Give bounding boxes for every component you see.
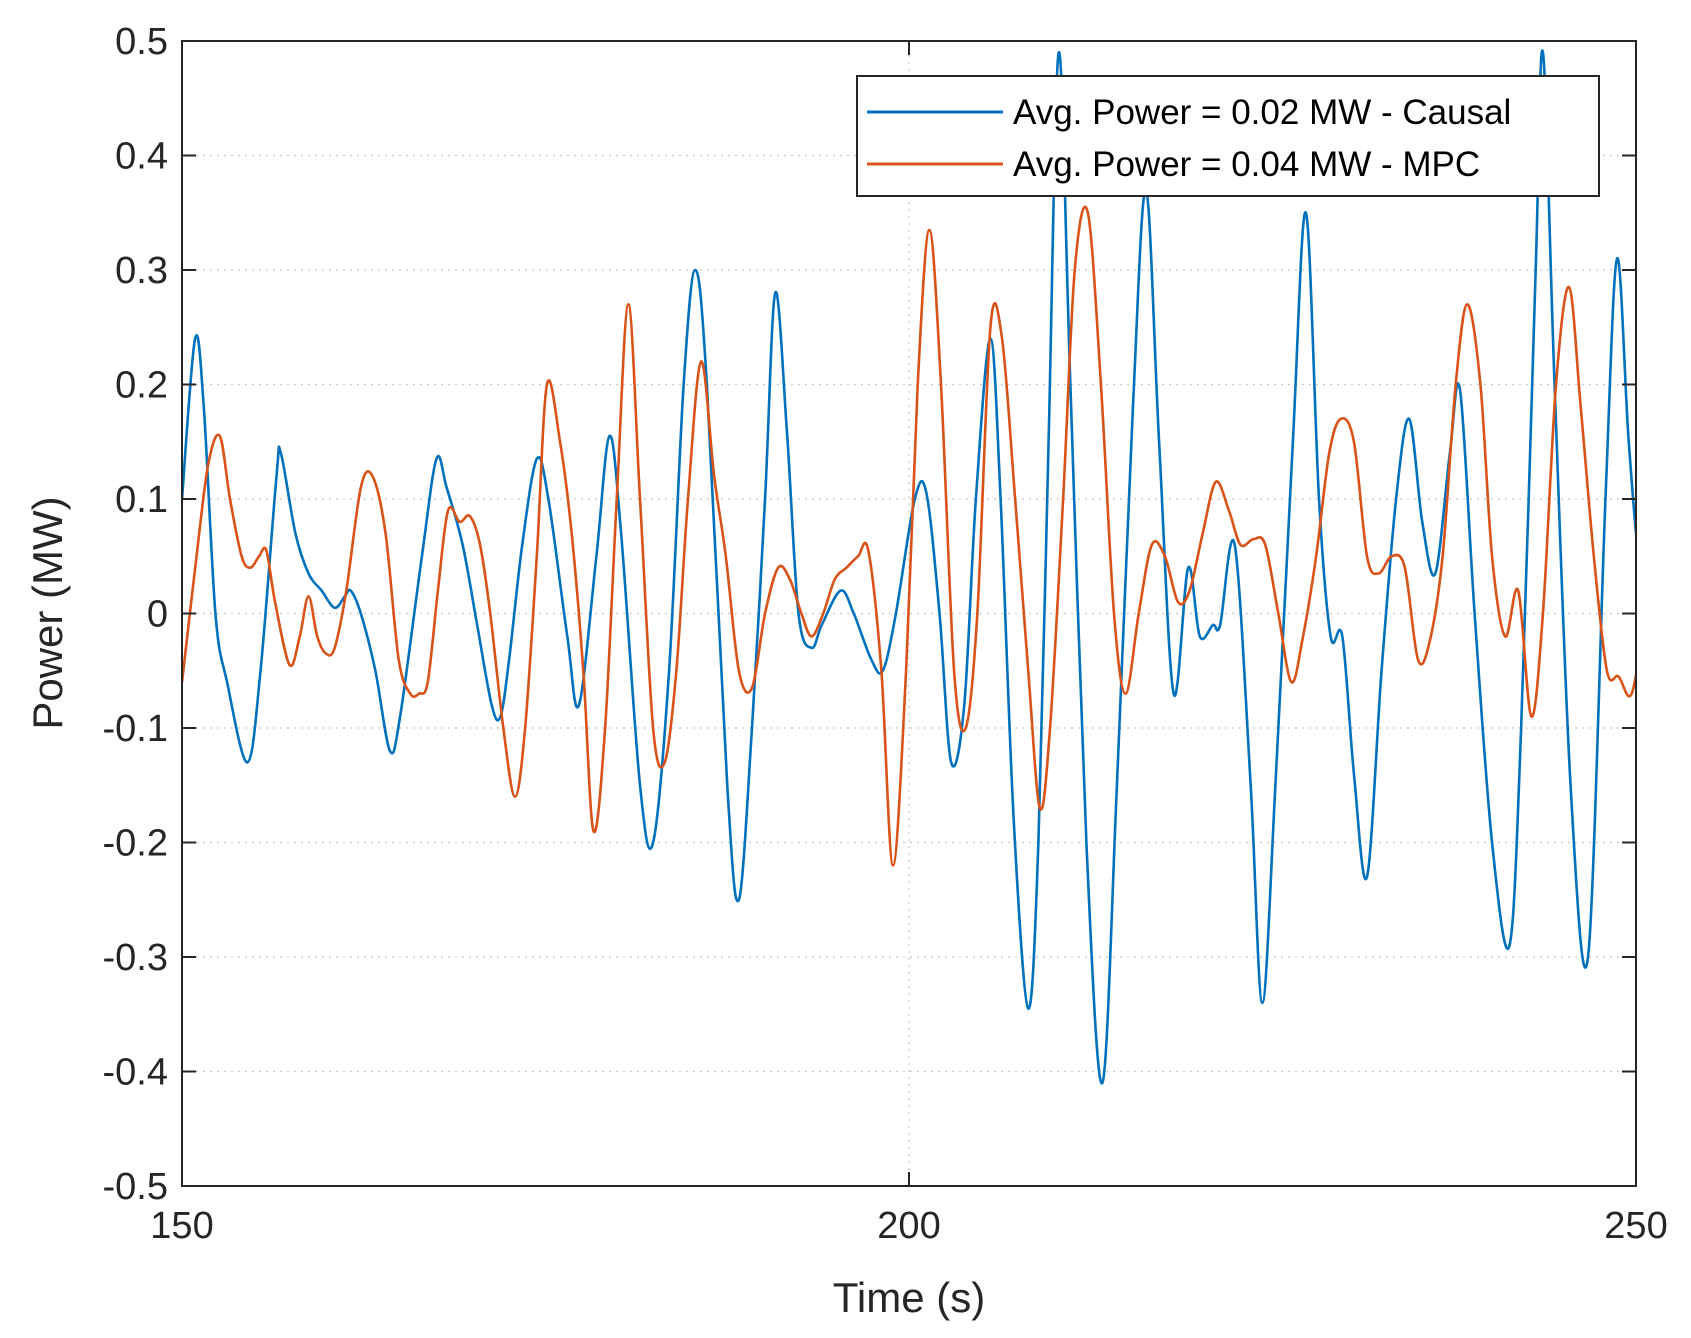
axis-tick-labels: -0.5 -0.4 -0.3 -0.2 -0.1 0 0.1 0.2 0.3 0.4 0.5 150 2… [103, 21, 1668, 1247]
y-tick-label: -0.1 [103, 708, 168, 750]
axis-ticks [181, 40, 1637, 1187]
x-tick-label: 250 [1604, 1205, 1667, 1247]
y-axis-label: Power (MW) [24, 496, 71, 729]
y-tick-label: 0.2 [115, 365, 168, 407]
y-tick-label: 0 [147, 594, 168, 636]
y-tick-label: -0.2 [103, 823, 168, 865]
legend-label-causal: Avg. Power = 0.02 MW - Causal [1013, 93, 1511, 132]
series-line-mpc [182, 205, 1636, 867]
y-tick-label: -0.4 [103, 1052, 168, 1094]
y-tick-label: -0.3 [103, 937, 168, 979]
x-tick-label: 150 [150, 1205, 213, 1247]
x-axis-label: Time (s) [833, 1274, 985, 1321]
y-tick-label: 0.3 [115, 250, 168, 292]
x-tick-label: 200 [877, 1205, 940, 1247]
legend-box [856, 75, 1600, 197]
y-tick-label: 0.1 [115, 479, 168, 521]
y-tick-label: 0.4 [115, 136, 168, 178]
y-tick-label: 0.5 [115, 21, 168, 63]
y-tick-label: -0.5 [103, 1166, 168, 1208]
legend: Avg. Power = 0.02 MW - Causal Avg. Power… [856, 75, 1600, 197]
legend-label-mpc: Avg. Power = 0.04 MW - MPC [1013, 145, 1480, 184]
